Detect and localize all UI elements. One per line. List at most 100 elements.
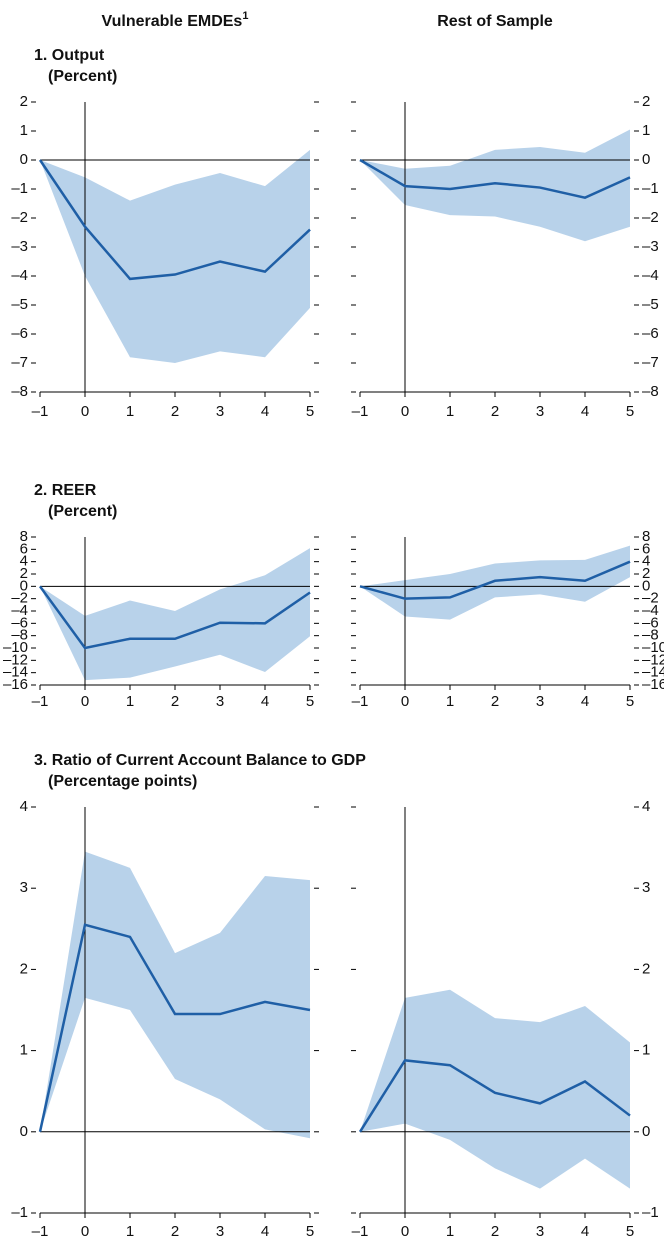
- x-tick-label: –1: [32, 1223, 49, 1240]
- y-tick-label: –12: [3, 651, 28, 668]
- y-tick-label: –6: [11, 325, 28, 342]
- line: [359, 560, 631, 600]
- panel-title: 1. Output: [34, 47, 105, 64]
- y-tick-label: 4: [642, 553, 650, 570]
- y-tick-label: 2: [642, 960, 650, 977]
- x-tick-label: 4: [581, 1223, 589, 1240]
- panel-units: (Percent): [48, 68, 117, 85]
- y-tick-label: –2: [11, 590, 28, 607]
- y-tick-label: –4: [642, 267, 659, 284]
- x-tick-label: 5: [626, 693, 634, 710]
- y-tick-label: 1: [20, 122, 28, 139]
- x-tick-label: 1: [126, 403, 134, 420]
- confidence-band: [40, 851, 310, 1139]
- x-tick-label: –1: [32, 403, 49, 420]
- y-tick-label: –4: [11, 602, 28, 619]
- y-tick-label: 1: [642, 1042, 650, 1059]
- y-tick-label: 8: [642, 528, 650, 545]
- confidence-band: [40, 548, 310, 681]
- x-tick-label: 3: [216, 693, 224, 710]
- column-header: Rest of Sample: [437, 13, 553, 30]
- y-tick-label: 4: [20, 798, 28, 815]
- x-tick-label: 4: [581, 693, 589, 710]
- x-tick-label: 0: [401, 1223, 409, 1240]
- y-tick-label: 6: [20, 540, 28, 557]
- y-tick-label: 0: [20, 577, 28, 594]
- y-tick-label: –14: [642, 664, 664, 681]
- y-tick-label: 0: [642, 577, 650, 594]
- x-tick-label: 2: [491, 693, 499, 710]
- y-tick-label: 8: [20, 528, 28, 545]
- y-tick-label: –1: [11, 180, 28, 197]
- y-tick-label: –8: [11, 383, 28, 400]
- y-tick-label: –6: [642, 325, 659, 342]
- x-tick-label: 1: [446, 1223, 454, 1240]
- x-tick-label: 2: [171, 1223, 179, 1240]
- y-tick-label: –10: [642, 639, 664, 656]
- y-tick-label: –2: [642, 209, 659, 226]
- y-tick-label: –1: [642, 180, 659, 197]
- y-tick-label: –8: [11, 627, 28, 644]
- y-tick-label: –3: [11, 238, 28, 255]
- x-tick-label: 0: [81, 403, 89, 420]
- panel-units: (Percentage points): [48, 773, 197, 790]
- column-header-text: Vulnerable EMDEs: [102, 13, 243, 30]
- y-tick-label: 1: [642, 122, 650, 139]
- y-tick-label: 2: [20, 565, 28, 582]
- y-tick-label: 0: [20, 151, 28, 168]
- column-header-note: 1: [242, 10, 248, 22]
- x-tick-label: –1: [352, 403, 369, 420]
- x-tick-label: 3: [536, 403, 544, 420]
- y-tick-label: –5: [11, 296, 28, 313]
- y-tick-label: 2: [642, 93, 650, 110]
- x-tick-label: 2: [171, 403, 179, 420]
- y-tick-label: 4: [642, 798, 650, 815]
- x-tick-label: 5: [626, 403, 634, 420]
- y-tick-label: 2: [20, 93, 28, 110]
- x-tick-label: 4: [261, 403, 269, 420]
- y-tick-label: –7: [642, 354, 659, 371]
- y-tick-label: 2: [642, 565, 650, 582]
- y-tick-label: –12: [642, 651, 664, 668]
- line: [359, 158, 631, 200]
- line: [38, 159, 311, 281]
- x-tick-label: –1: [352, 1223, 369, 1240]
- confidence-band: [40, 149, 310, 363]
- y-tick-label: 2: [20, 960, 28, 977]
- line: [358, 1059, 631, 1133]
- x-tick-label: 4: [261, 1223, 269, 1240]
- x-tick-label: 4: [261, 693, 269, 710]
- x-tick-label: 1: [126, 693, 134, 710]
- y-tick-label: 6: [642, 540, 650, 557]
- y-tick-label: –4: [642, 602, 659, 619]
- confidence-band: [360, 989, 630, 1189]
- x-tick-label: 1: [446, 693, 454, 710]
- x-tick-label: 5: [306, 403, 314, 420]
- y-tick-label: –6: [642, 614, 659, 631]
- x-tick-label: 3: [216, 403, 224, 420]
- y-tick-label: 0: [642, 151, 650, 168]
- y-tick-label: –5: [642, 296, 659, 313]
- y-tick-label: –16: [3, 676, 28, 693]
- y-tick-label: –2: [11, 209, 28, 226]
- y-tick-label: –3: [642, 238, 659, 255]
- x-tick-label: 0: [401, 693, 409, 710]
- y-tick-label: –8: [642, 383, 659, 400]
- panel-units: (Percent): [48, 503, 117, 520]
- y-tick-label: –1: [11, 1204, 28, 1221]
- y-tick-label: 4: [20, 553, 28, 570]
- y-tick-label: –6: [11, 614, 28, 631]
- panel-title: 3. Ratio of Current Account Balance to G…: [34, 752, 366, 769]
- x-tick-label: 2: [171, 693, 179, 710]
- column-header-text: Rest of Sample: [437, 13, 553, 30]
- y-tick-label: 1: [20, 1042, 28, 1059]
- y-tick-label: 0: [20, 1123, 28, 1140]
- y-tick-label: –16: [642, 676, 664, 693]
- confidence-band: [360, 129, 630, 242]
- y-tick-label: –1: [642, 1204, 659, 1221]
- x-tick-label: 0: [81, 693, 89, 710]
- column-header: Vulnerable EMDEs1: [102, 10, 249, 30]
- confidence-band: [360, 545, 630, 620]
- x-tick-label: 3: [536, 693, 544, 710]
